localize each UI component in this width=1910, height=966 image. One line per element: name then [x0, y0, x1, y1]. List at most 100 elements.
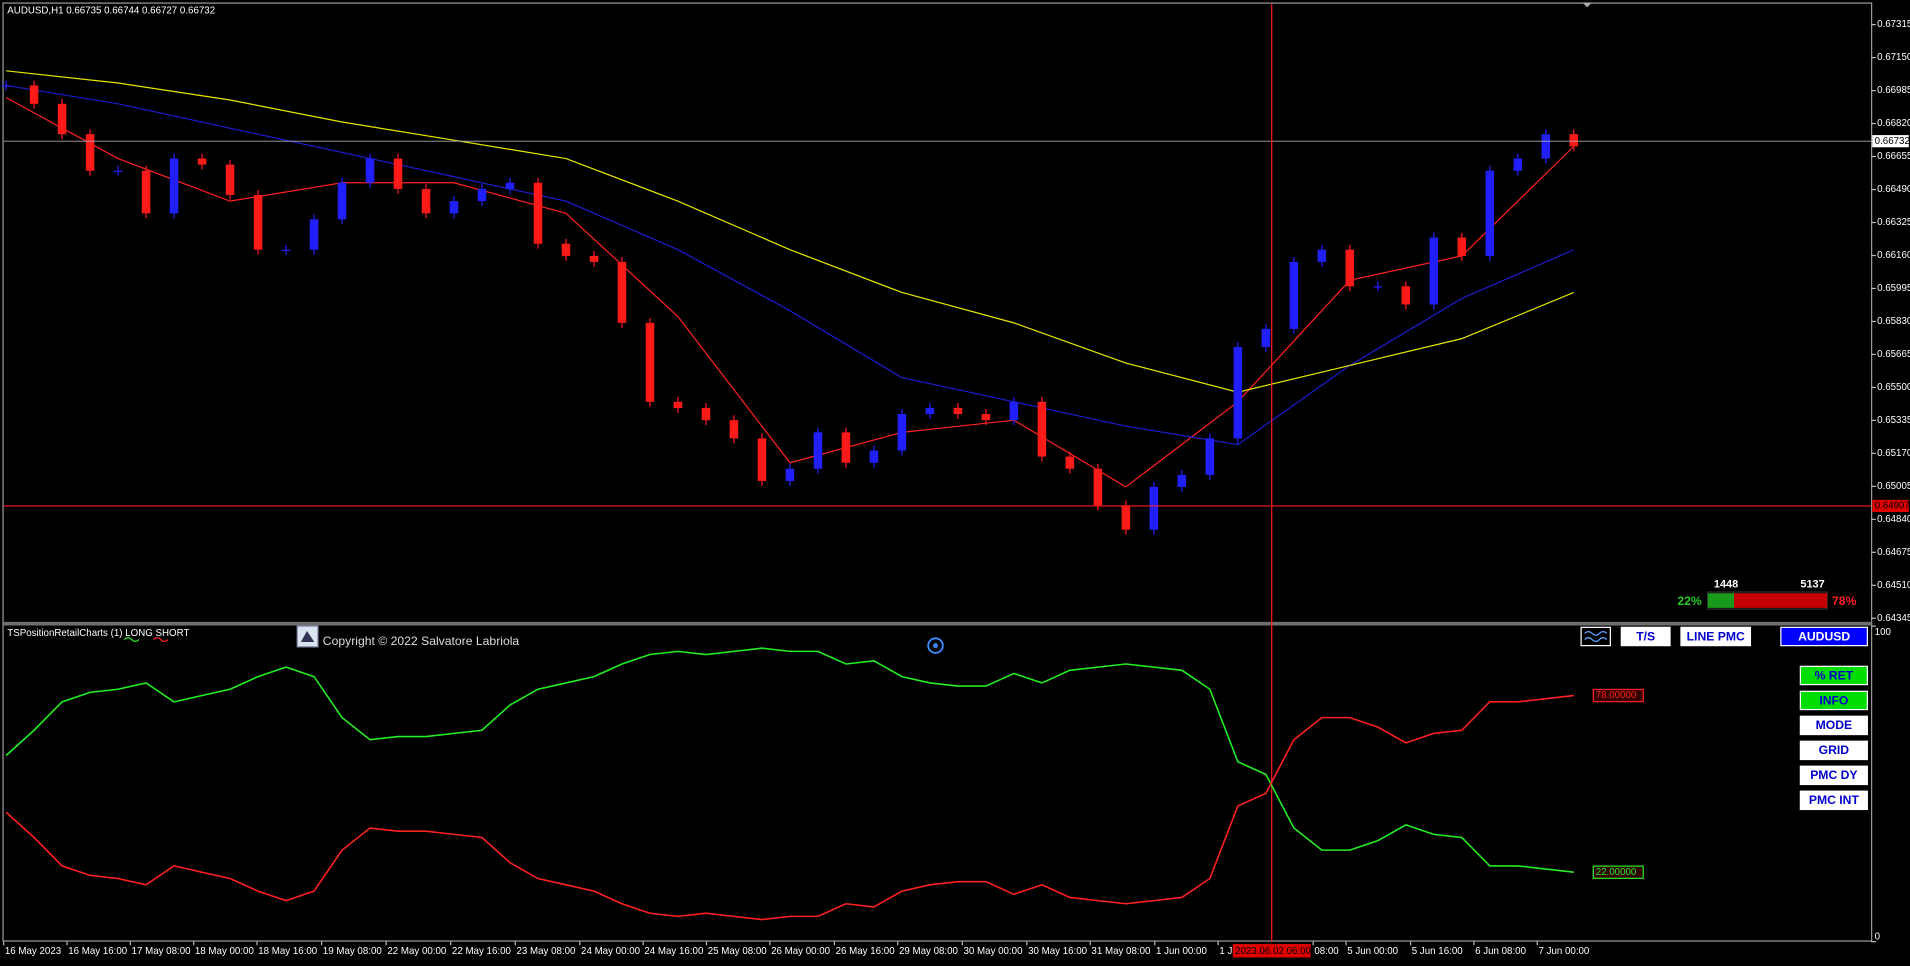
candle-body: [281, 249, 291, 251]
crosshair-time-tag: [1232, 944, 1311, 958]
wave-button-frame: [1580, 626, 1611, 647]
time-label: 6 Jun 08:00: [1475, 946, 1526, 957]
wave-button[interactable]: [1580, 626, 1611, 647]
candle-body: [309, 219, 319, 250]
time-label: 16 May 16:00: [68, 946, 128, 957]
y-tick-label: 0: [1875, 931, 1881, 942]
time-label: 1 J: [1219, 946, 1232, 957]
time-label: 30 May 00:00: [964, 946, 1024, 957]
y-tick-label: 0.66490: [1877, 184, 1910, 195]
candle-body: [1513, 158, 1523, 171]
time-label: 18 May 16:00: [258, 946, 318, 957]
candle-body: [1373, 286, 1383, 288]
side-button[interactable]: PMC INT: [1799, 790, 1868, 811]
button-label: LINE PMC: [1687, 629, 1745, 643]
side-button[interactable]: % RET: [1799, 665, 1868, 686]
candle-body: [1429, 237, 1439, 305]
candles: [1, 80, 1579, 535]
long-count: 1448: [1714, 579, 1738, 591]
candle-body: [1457, 237, 1467, 256]
y-tick-label: 0.64345: [1877, 613, 1910, 624]
button-label: PMC INT: [1809, 793, 1860, 807]
time-label: 7 Jun 00:00: [1538, 946, 1589, 957]
candle-body: [85, 134, 95, 171]
candle-body: [141, 170, 151, 214]
candle-body: [57, 103, 67, 135]
candle-body: [393, 158, 403, 189]
candle-body: [1317, 249, 1327, 262]
y-tick-label: 0.65335: [1877, 415, 1910, 426]
candle-body: [337, 182, 347, 220]
last-value-tag: [1592, 865, 1644, 879]
toolbar-button[interactable]: T/S: [1620, 626, 1671, 647]
side-button[interactable]: INFO: [1799, 690, 1868, 711]
candle-body: [1037, 401, 1047, 457]
y-tick-label: 0.66325: [1877, 217, 1910, 228]
side-button[interactable]: PMC DY: [1799, 765, 1868, 786]
button-label: T/S: [1636, 629, 1655, 643]
candle-body: [1065, 456, 1075, 469]
candle-body: [757, 438, 767, 481]
y-tick-label: 0.64675: [1877, 547, 1910, 558]
shift-marker: [1582, 2, 1593, 8]
candle-body: [449, 201, 459, 214]
candle-body: [1233, 347, 1243, 439]
current-price-tag: [1872, 135, 1909, 148]
button-label: INFO: [1819, 693, 1848, 707]
moving-average: [5, 84, 1575, 446]
y-tick-label: 0.65500: [1877, 382, 1910, 393]
candle-body: [1, 85, 11, 87]
button-frame: [1620, 626, 1671, 647]
side-button[interactable]: GRID: [1799, 740, 1868, 761]
time-label: 19 May 08:00: [323, 946, 383, 957]
candle-body: [729, 420, 739, 439]
y-tick-label: 0.65995: [1877, 283, 1910, 294]
time-label: 26 May 00:00: [771, 946, 831, 957]
crosshair-time-label: 2023.06.02 06:00: [1235, 946, 1311, 957]
button-frame: [1799, 765, 1868, 786]
button-label: % RET: [1815, 668, 1854, 682]
panel-separator: [3, 621, 1872, 626]
candle-body: [225, 164, 235, 195]
crosshair-price-label: 0.64907: [1875, 501, 1910, 512]
candle-body: [813, 432, 823, 469]
time-label: 08:00: [1314, 946, 1339, 957]
short-count: 5137: [1800, 579, 1824, 591]
time-label: 30 May 16:00: [1028, 946, 1088, 957]
legend-long: [123, 637, 140, 642]
window-title: AUDUSD,H1 0.66735 0.66744 0.66727 0.6673…: [7, 6, 215, 17]
candle-body: [505, 182, 515, 189]
candle-body: [197, 158, 207, 165]
time-label: 26 May 16:00: [836, 946, 896, 957]
candle-body: [673, 401, 683, 408]
candle-body: [365, 158, 375, 183]
side-button[interactable]: MODE: [1799, 715, 1868, 736]
button-label: MODE: [1816, 718, 1853, 732]
time-label: 18 May 00:00: [195, 946, 255, 957]
candle-body: [1121, 505, 1131, 530]
short-share-bar: [1734, 593, 1828, 608]
candle-body: [561, 243, 571, 256]
moving-average: [6, 70, 1575, 393]
copyright: Copyright © 2022 Salvatore Labriola: [323, 634, 520, 648]
y-tick-label: 0.66820: [1877, 118, 1910, 129]
button-label: AUDUSD: [1798, 629, 1850, 643]
candle-body: [477, 188, 487, 202]
toolbar-button[interactable]: LINE PMC: [1680, 626, 1752, 647]
last-value-tag: [1592, 688, 1644, 703]
candle-body: [925, 407, 935, 414]
candle-body: [113, 170, 123, 172]
toolbar-button[interactable]: AUDUSD: [1780, 626, 1868, 647]
y-tick-label: 0.67150: [1877, 52, 1910, 63]
moving-averages: [5, 70, 1575, 488]
time-label: 22 May 16:00: [452, 946, 512, 957]
target-icon[interactable]: [927, 637, 944, 654]
candle-body: [841, 432, 851, 463]
ratio-line: [5, 694, 1574, 921]
last-value-label: 78.00000: [1596, 690, 1637, 701]
long-share-label: 22%: [1677, 594, 1702, 608]
candle-body: [1149, 486, 1159, 530]
